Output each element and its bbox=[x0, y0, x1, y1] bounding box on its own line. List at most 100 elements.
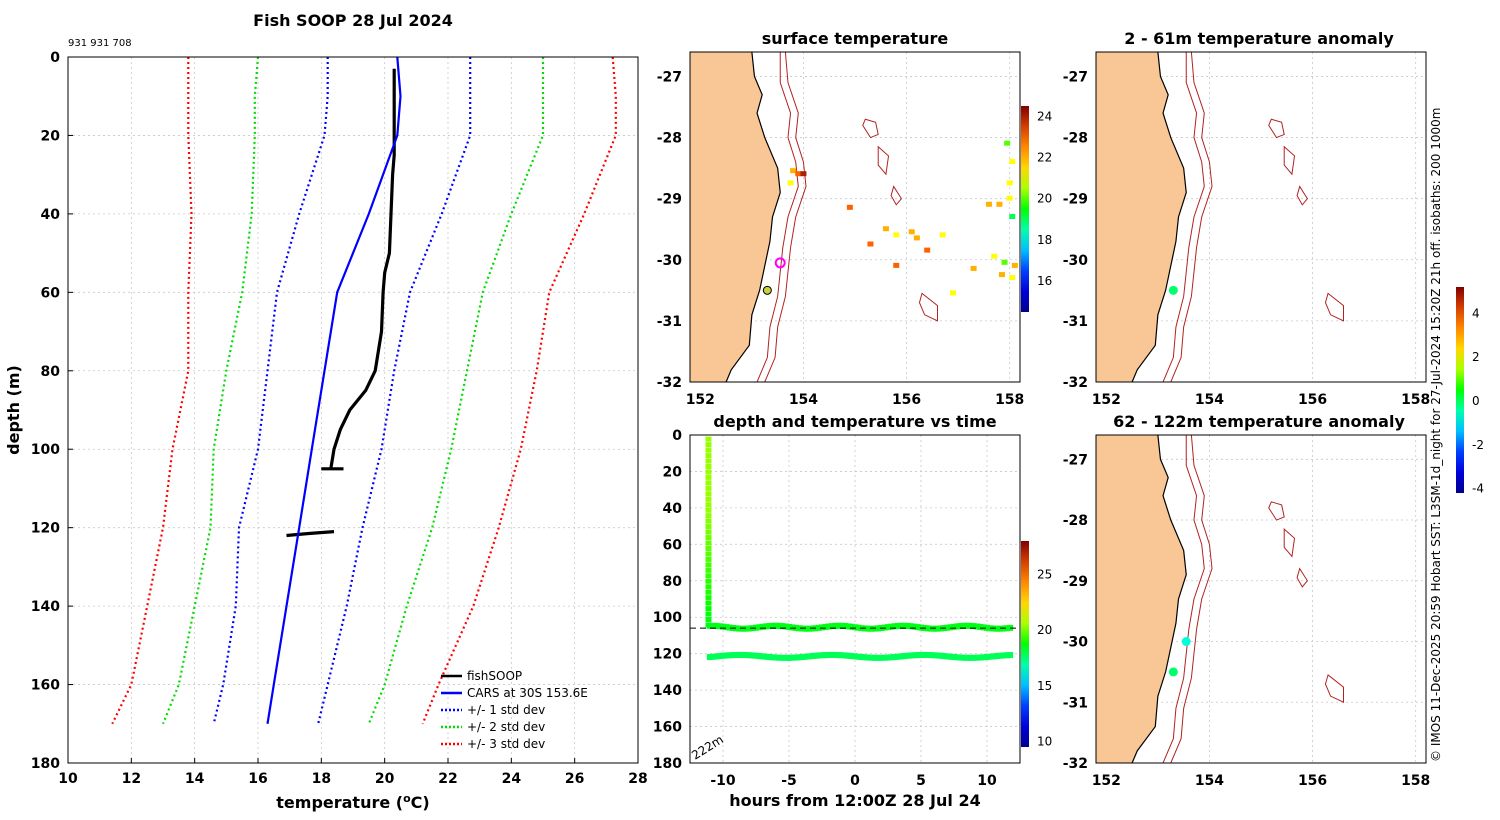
depth-sample-deep bbox=[904, 652, 911, 659]
profile-panel: Fish SOOP 28 Jul 2024 931 931 708 10 12 14… bbox=[4, 11, 648, 812]
lat-tick-label: -32 bbox=[657, 375, 682, 391]
y-tick-label: 120 bbox=[31, 521, 60, 537]
colorbar-tick-label: 15 bbox=[1037, 679, 1052, 693]
depth-sample-shallow bbox=[865, 625, 872, 632]
depth-sample-deep bbox=[759, 653, 766, 660]
depth-sample-shallow bbox=[819, 624, 825, 631]
depth-sample-deep bbox=[706, 654, 713, 661]
depth-sample-deep bbox=[766, 654, 773, 661]
depth-sample-deep bbox=[967, 654, 974, 661]
depth-sample-shallow bbox=[746, 625, 753, 632]
depth-sample-deep bbox=[911, 652, 918, 659]
colorbar-tick-label: 16 bbox=[1037, 274, 1052, 288]
depth-sample-deep bbox=[914, 652, 921, 659]
depth-sample-shallow bbox=[894, 622, 901, 629]
series-fishsoop bbox=[329, 68, 396, 470]
anomaly-deep-map bbox=[1095, 434, 1427, 764]
sst-pixel bbox=[924, 247, 931, 253]
depth-sample-deep bbox=[947, 653, 954, 660]
map-layer bbox=[690, 52, 1020, 382]
y-tick-label: 20 bbox=[41, 128, 61, 144]
sst-pixel bbox=[991, 253, 998, 259]
depth-sample-shallow bbox=[743, 625, 750, 632]
x-tick-label: 20 bbox=[375, 771, 395, 787]
lon-tick-label: 152 bbox=[686, 392, 715, 408]
y-tick-label: 160 bbox=[31, 678, 60, 694]
depth-sample-shallow bbox=[898, 622, 905, 629]
descent-sample bbox=[705, 458, 712, 464]
depth-sample-deep bbox=[984, 654, 990, 661]
depth-sample-deep bbox=[789, 654, 796, 661]
descent-sample bbox=[705, 502, 712, 508]
x-tick-label: 10 bbox=[977, 773, 997, 789]
depth-sample-deep bbox=[799, 654, 806, 661]
seamount-isobath bbox=[1268, 118, 1285, 139]
depth-sample-deep bbox=[941, 653, 948, 660]
lat-tick-label: -29 bbox=[1063, 574, 1088, 590]
isobath-200m bbox=[756, 52, 799, 382]
colorbar-tick-label: 2 bbox=[1472, 350, 1480, 364]
depth-sample-deep bbox=[746, 652, 753, 659]
depth-sample-shallow bbox=[838, 622, 845, 629]
descent-sample bbox=[705, 474, 712, 480]
depth-sample-shallow bbox=[762, 623, 769, 630]
seamount-isobath bbox=[1283, 145, 1296, 176]
series-lo1 bbox=[212, 57, 329, 725]
depth-sample-deep bbox=[921, 651, 928, 658]
depth-sample-deep bbox=[954, 654, 961, 661]
depth-sample-deep bbox=[756, 653, 763, 660]
depth-sample-deep bbox=[815, 652, 822, 659]
depth-sample-deep bbox=[894, 653, 901, 660]
sst-pixel bbox=[1006, 180, 1013, 186]
descent-sample bbox=[705, 551, 712, 557]
map-frame bbox=[1095, 51, 1427, 383]
descent-sample bbox=[705, 567, 712, 573]
lat-tick-label: -29 bbox=[657, 192, 682, 208]
series--3-std-dev bbox=[421, 56, 617, 725]
depth-sample-deep bbox=[805, 653, 812, 660]
descent-sample bbox=[705, 600, 712, 606]
colorbar-tick-label: 0 bbox=[1472, 394, 1480, 408]
anomaly-deep-ticks: 152 154 156 158 -27 -28 -29 -30 -31 -32 bbox=[1063, 452, 1431, 789]
anomaly-deep-panel: 62 - 122m temperature anomaly 152 154 156 1… bbox=[1063, 412, 1431, 789]
y-tick-label: 100 bbox=[31, 442, 60, 458]
y-tick-label: 60 bbox=[663, 537, 683, 553]
depth-sample-deep bbox=[713, 653, 720, 660]
descent-sample bbox=[705, 436, 712, 442]
descent-sample bbox=[705, 606, 712, 612]
depth-sample-shallow bbox=[815, 624, 822, 631]
depth-sample-deep bbox=[974, 654, 981, 661]
isobath-1000m bbox=[1170, 52, 1213, 382]
depth-sample-deep bbox=[749, 652, 756, 659]
colorbar-tick-label: 22 bbox=[1037, 151, 1052, 165]
depth-sample-shallow bbox=[875, 625, 882, 632]
depth-sample-deep bbox=[951, 654, 957, 661]
descent-sample bbox=[705, 442, 712, 448]
depth-sample-deep bbox=[957, 654, 964, 661]
lat-tick-label: -28 bbox=[1063, 513, 1088, 529]
colorbar-bar bbox=[1021, 541, 1029, 747]
seamount-isobath bbox=[1268, 501, 1285, 521]
depth-sample-deep bbox=[997, 652, 1004, 659]
anomaly-shallow-panel: 2 - 61m temperature anomaly 152 154 156 158… bbox=[1063, 29, 1431, 408]
depth-sample-shallow bbox=[957, 623, 964, 630]
descent-sample bbox=[705, 469, 712, 475]
depth-sample-shallow bbox=[842, 623, 849, 630]
depth-sample-shallow bbox=[924, 625, 931, 632]
depth-time-panel: depth and temperature vs time -10 -5 0 5 100… bbox=[653, 412, 1053, 810]
depth-time-content bbox=[689, 434, 1021, 764]
depth-sample-deep bbox=[924, 651, 931, 658]
map-layer bbox=[1096, 435, 1426, 763]
depth-sample-deep bbox=[898, 653, 905, 660]
depth-sample-shallow bbox=[993, 625, 1000, 632]
depth-sample-shallow bbox=[908, 623, 915, 630]
depth-sample-deep bbox=[977, 654, 984, 661]
depth-sample-shallow bbox=[891, 623, 898, 630]
lat-tick-label: -27 bbox=[1063, 69, 1088, 85]
descent-sample bbox=[705, 589, 712, 595]
sst-pixel bbox=[949, 290, 956, 296]
series-cars-at-30s-153-6e bbox=[266, 56, 402, 724]
y-tick-label: 180 bbox=[653, 756, 682, 772]
profile-title: Fish SOOP 28 Jul 2024 bbox=[253, 11, 453, 30]
